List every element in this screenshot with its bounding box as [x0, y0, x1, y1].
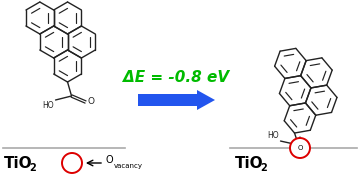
Text: 2: 2 — [29, 163, 36, 173]
Text: TiO: TiO — [235, 156, 264, 170]
Text: HO: HO — [267, 131, 279, 140]
Text: ΔE = -0.8 eV: ΔE = -0.8 eV — [123, 70, 230, 85]
Polygon shape — [138, 90, 215, 110]
Text: 2: 2 — [260, 163, 267, 173]
Text: TiO: TiO — [4, 156, 33, 170]
Text: vacancy: vacancy — [114, 163, 143, 169]
Text: HO: HO — [42, 101, 54, 110]
Text: O: O — [106, 155, 114, 165]
Text: O: O — [87, 98, 95, 106]
Text: O: O — [297, 145, 303, 151]
Circle shape — [290, 138, 310, 158]
